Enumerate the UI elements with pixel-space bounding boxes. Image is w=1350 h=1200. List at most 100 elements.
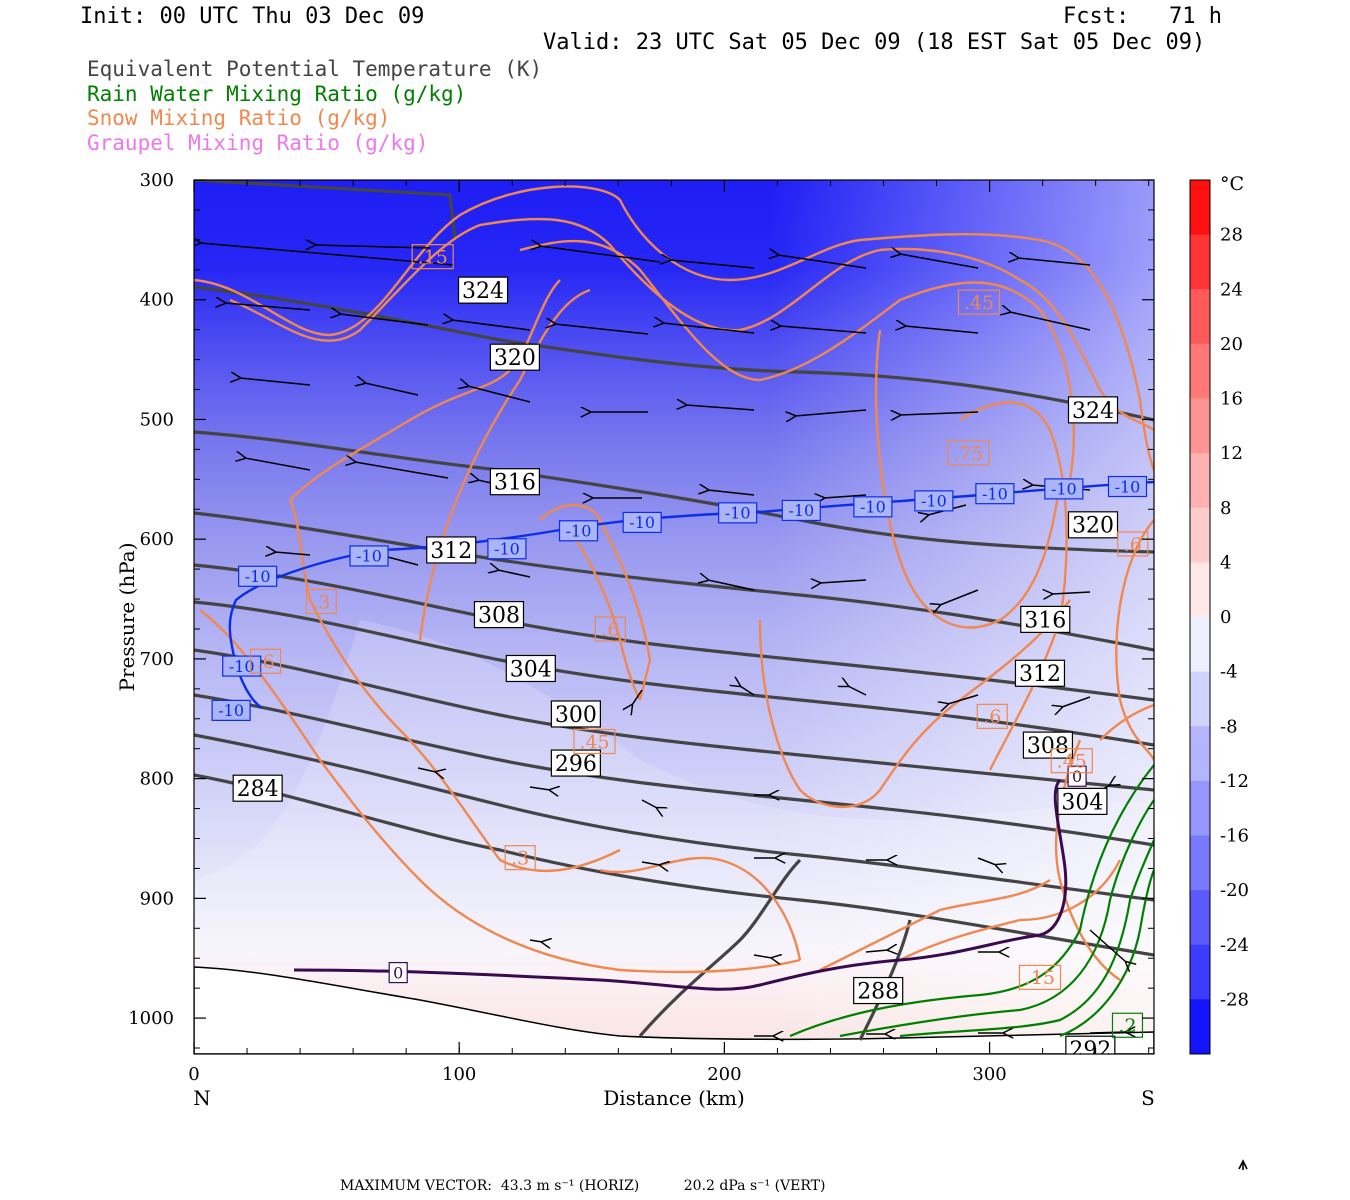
snow-label: .3 [511,847,529,869]
forecast-hour: Fcst: 71 h [1063,4,1222,29]
snow-label: .75 [953,443,983,465]
x-tick-label: 0 [188,1064,199,1085]
y-tick-label: 500 [140,409,174,430]
theta-e-label-box [1067,511,1119,539]
y-tick-label: 1000 [128,1008,174,1029]
theta-e-label: 320 [494,346,536,371]
snow-label-box [250,648,282,674]
isotherm-label: -10 [921,492,947,511]
colorbar-tick-label: -16 [1220,826,1249,847]
theta-e-label-box [550,700,601,728]
isotherm-label: -10 [494,540,520,559]
snow-label-box [976,703,1008,729]
init-time: Init: 00 UTC Thu 03 Dec 09 [80,4,425,29]
colorbar-tick-label: 8 [1220,498,1231,519]
colorbar-tick-label: 28 [1220,225,1243,246]
theta-e-label: 308 [478,604,520,629]
colorbar-unit: °C [1220,173,1244,195]
theta-e-label: 324 [462,279,504,304]
snow-label: .15 [418,246,448,268]
isotherm-label-box [718,502,758,524]
theta-e-label-box [1022,731,1074,759]
y-tick-label: 400 [140,290,174,311]
snow-label-box [947,440,990,466]
snow-label: .45 [964,292,994,314]
zero-isotherm [293,778,1068,991]
zero-label: 0 [393,963,403,982]
theta-e-label: 304 [510,657,552,682]
snow-label: .6 [983,706,1001,728]
colorbar-tick-label: 0 [1220,607,1231,628]
y-axis-label: Pressure (hPa) [115,543,139,692]
axes: 0 100 200 300 300 400 500 600 700 800 900 1000 [128,170,1154,1085]
y-tick-label: 600 [140,529,174,550]
theta-e-label: 320 [1072,514,1114,539]
y-tick-label: 800 [140,769,174,790]
theta-e-label-box [550,749,601,777]
colorbar-tick-label: -4 [1220,662,1238,683]
isotherm-label-box [558,520,599,542]
snow-label-box [411,244,454,270]
isotherm-label-box [211,699,251,721]
snow-label: .6 [257,651,275,673]
theta-e-label: 296 [555,752,597,777]
colorbar-swatch [1190,671,1210,727]
snow-label-box [1117,531,1149,557]
theta-e-label-box [426,536,477,564]
x-left-end: N [193,1086,211,1110]
isotherm-label: -10 [566,522,592,541]
colorbar-tick-label: 4 [1220,552,1231,573]
colorbar-tick-label: -20 [1220,880,1249,901]
isotherm-label-box [487,538,527,560]
x-right-end: S [1141,1086,1155,1110]
colorbar-tick-label: 20 [1220,334,1243,355]
isotherm-label-box [222,655,262,677]
colorbar-swatch [1190,343,1210,399]
snow-label-box [573,728,616,755]
zero-label-box [1067,765,1087,787]
snow-label: .6 [1124,534,1142,556]
y-tick-label: 700 [140,649,174,670]
theta-e-label: 304 [1061,790,1103,815]
x-tick-label: 100 [442,1064,476,1085]
snow-label-box [504,845,536,871]
colorbar-swatch [1190,289,1210,345]
cross-section-chart: 3243203163123083043002962842882923243203… [115,170,1249,1170]
theta-e-label: 300 [555,703,597,728]
colorbar: 28 24 20 16 12 8 4 0 -4 -8 -12 -16 -20 -24 -28 [1189,179,1249,1055]
x-axis-label: Distance (km) [603,1086,745,1110]
isotherm-label-box [349,545,389,567]
x-tick-label: 300 [972,1064,1006,1085]
colorbar-swatch [1190,562,1210,618]
colorbar-swatch [1190,234,1210,290]
colorbar-swatch [1190,890,1210,946]
theta-e-label: 312 [1019,662,1061,687]
isotherm-label: -10 [356,547,382,566]
theta-e-label-box [1067,396,1119,424]
snow-label: .45 [1057,751,1087,773]
isotherm-label-box [853,496,893,518]
plot-frame [193,179,1155,1055]
theta-e-label-box [505,654,556,683]
y-tick-label: 300 [140,170,174,191]
theta-e-label-box [1057,787,1108,815]
isotherm-label-box [238,565,278,587]
snow-label: .6 [601,619,619,641]
snow-label-box [594,616,626,642]
colorbar-swatch [1190,780,1210,836]
colorbar-tick-label: 24 [1220,279,1243,300]
theta-e-label-box [1014,659,1066,687]
legend-theta-e: Equivalent Potential Temperature (K) [87,57,543,81]
colorbar-swatch [1190,726,1210,782]
colorbar-swatch [1190,398,1210,454]
y-tick-label: 900 [140,888,174,909]
theta-e-label-box [232,774,283,802]
theta-e-label: 292 [1069,1038,1111,1063]
theta-e-label-box [1020,605,1071,633]
isotherm-label-box [622,511,662,534]
snow-label: .45 [579,731,609,753]
theta-e-label-box [1065,1035,1116,1054]
isotherm-label: -10 [629,513,655,532]
isotherm-label-box [975,483,1015,505]
isotherm-label: -10 [788,501,814,520]
